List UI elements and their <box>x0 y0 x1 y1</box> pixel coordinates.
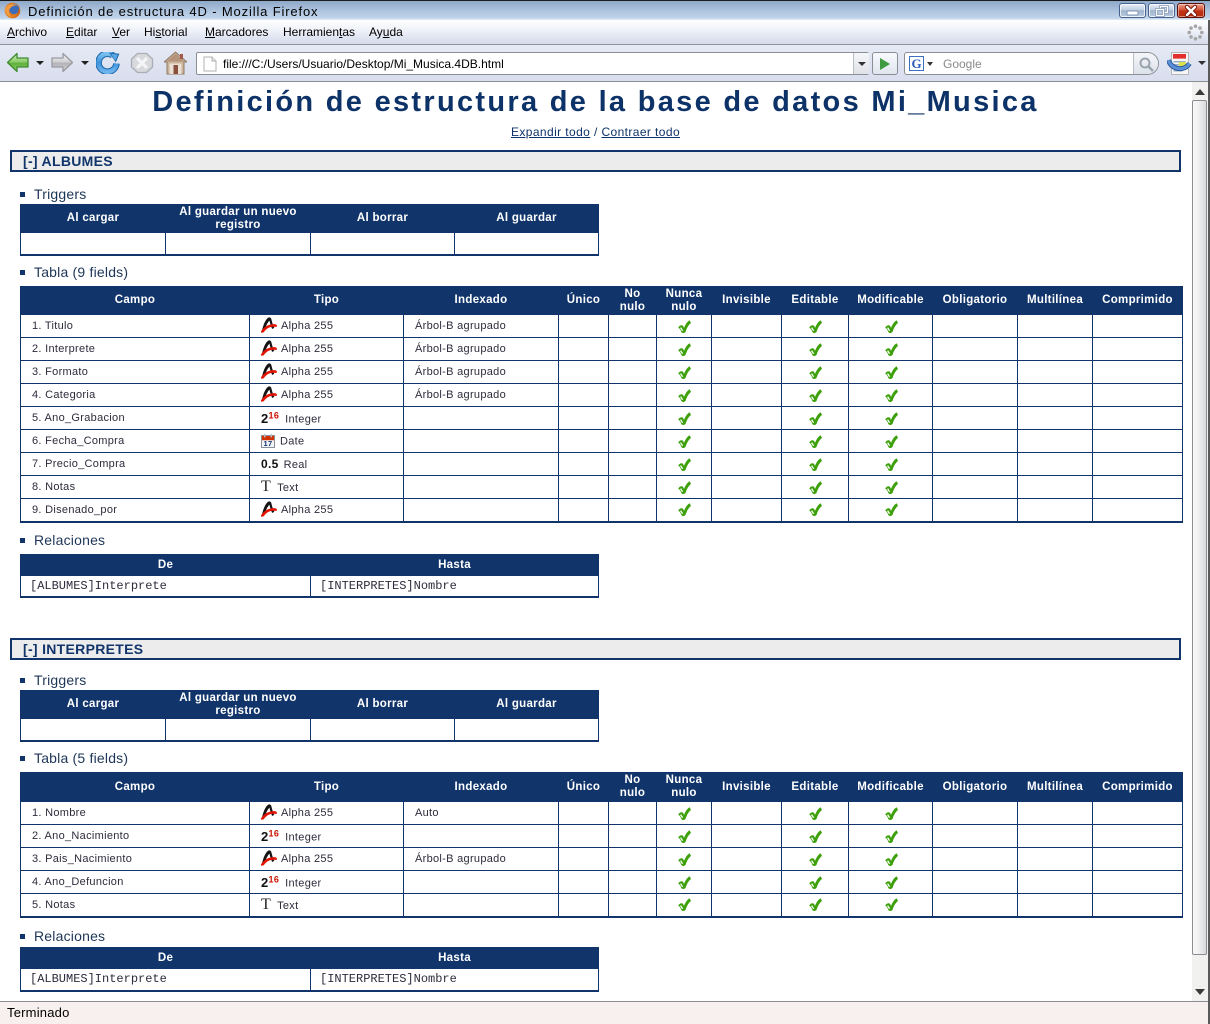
svg-text:G: G <box>911 56 921 71</box>
